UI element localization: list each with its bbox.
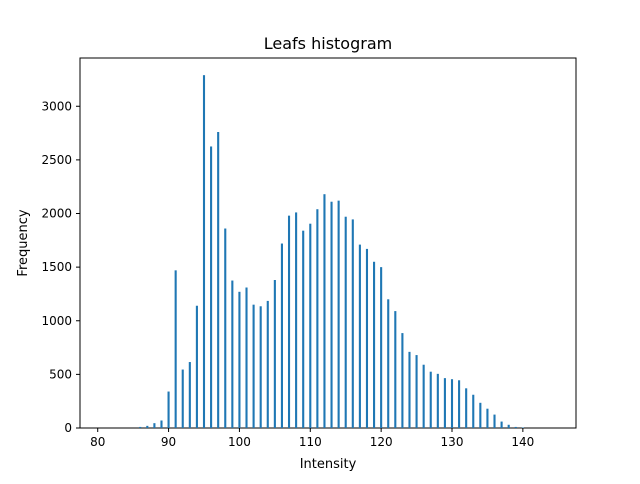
histogram-bar (443, 378, 446, 428)
histogram-bar (358, 244, 361, 428)
y-tick-label: 500 (49, 367, 72, 381)
histogram-bar (188, 362, 191, 428)
histogram-bar (337, 200, 340, 428)
histogram-bar (330, 201, 333, 428)
histogram-bar (380, 267, 383, 428)
histogram-bar (316, 209, 319, 428)
histogram-bar (415, 355, 418, 428)
histogram-bar (486, 408, 489, 428)
y-axis: 0 500 1000 1500 2000 2500 3000 (41, 99, 80, 435)
histogram-bar (429, 371, 432, 428)
histogram-bar (450, 379, 454, 428)
histogram-bar (259, 306, 262, 428)
histogram-bar (273, 280, 276, 428)
histogram-bar (195, 305, 198, 428)
y-tick-label: 1000 (41, 314, 72, 328)
histogram-bar (266, 300, 269, 428)
histogram-bar (401, 333, 404, 428)
histogram-bar (174, 270, 177, 428)
x-axis-label: Intensity (300, 457, 357, 472)
histogram-bar (408, 351, 411, 428)
histogram-bar (351, 219, 354, 428)
histogram-bar (465, 388, 468, 428)
histogram-bar (344, 216, 347, 428)
histogram-bar (224, 228, 227, 428)
plot-frame (79, 57, 577, 429)
histogram-bar (387, 299, 390, 428)
histogram-bar (365, 248, 369, 428)
histogram-bar (139, 426, 142, 428)
histogram-bar (217, 132, 220, 428)
y-tick-label: 1500 (41, 260, 72, 274)
histogram-bar (280, 243, 283, 428)
histogram-bar (521, 427, 524, 428)
histogram-bar (436, 373, 439, 428)
y-tick-label: 2000 (41, 207, 72, 221)
x-tick-label: 140 (511, 435, 534, 449)
histogram-bar (295, 212, 298, 428)
histogram-bar (422, 364, 425, 428)
histogram-bar (458, 380, 461, 428)
x-tick-label: 110 (299, 435, 322, 449)
y-tick-label: 2500 (41, 153, 72, 167)
histogram-bar (181, 369, 184, 428)
x-tick-label: 80 (90, 435, 105, 449)
histogram-bar (160, 420, 163, 428)
histogram-bar (238, 291, 241, 428)
histogram-bar (252, 304, 255, 428)
histogram-bar (373, 261, 376, 428)
histogram-bar (302, 230, 305, 428)
histogram-bar (245, 287, 248, 428)
x-tick-label: 130 (441, 435, 464, 449)
histogram-bar (167, 391, 170, 428)
histogram-bar (514, 426, 517, 428)
histogram-bar (493, 414, 496, 428)
histogram-bar (210, 146, 213, 429)
x-axis: 80 90 100 110 120 130 140 (90, 428, 534, 449)
histogram-bar (479, 402, 482, 428)
y-axis-label: Frequency (16, 209, 31, 276)
histogram-bar (146, 425, 149, 428)
y-tick-label: 0 (64, 421, 72, 435)
histogram-bar (231, 280, 234, 428)
bar-series (139, 75, 524, 429)
histogram-bar (472, 394, 475, 428)
histogram-bar (507, 424, 510, 428)
x-tick-label: 120 (370, 435, 393, 449)
x-tick-label: 90 (161, 435, 176, 449)
chart-title: Leafs histogram (264, 34, 392, 53)
histogram-bar (153, 423, 156, 428)
histogram-bar (500, 421, 503, 428)
histogram-bar (394, 311, 397, 428)
x-tick-label: 100 (228, 435, 251, 449)
histogram-bar (202, 75, 206, 428)
histogram-bar (323, 194, 326, 428)
y-tick-label: 3000 (41, 99, 72, 113)
histogram-bar (309, 223, 312, 428)
histogram-bar (287, 215, 291, 428)
